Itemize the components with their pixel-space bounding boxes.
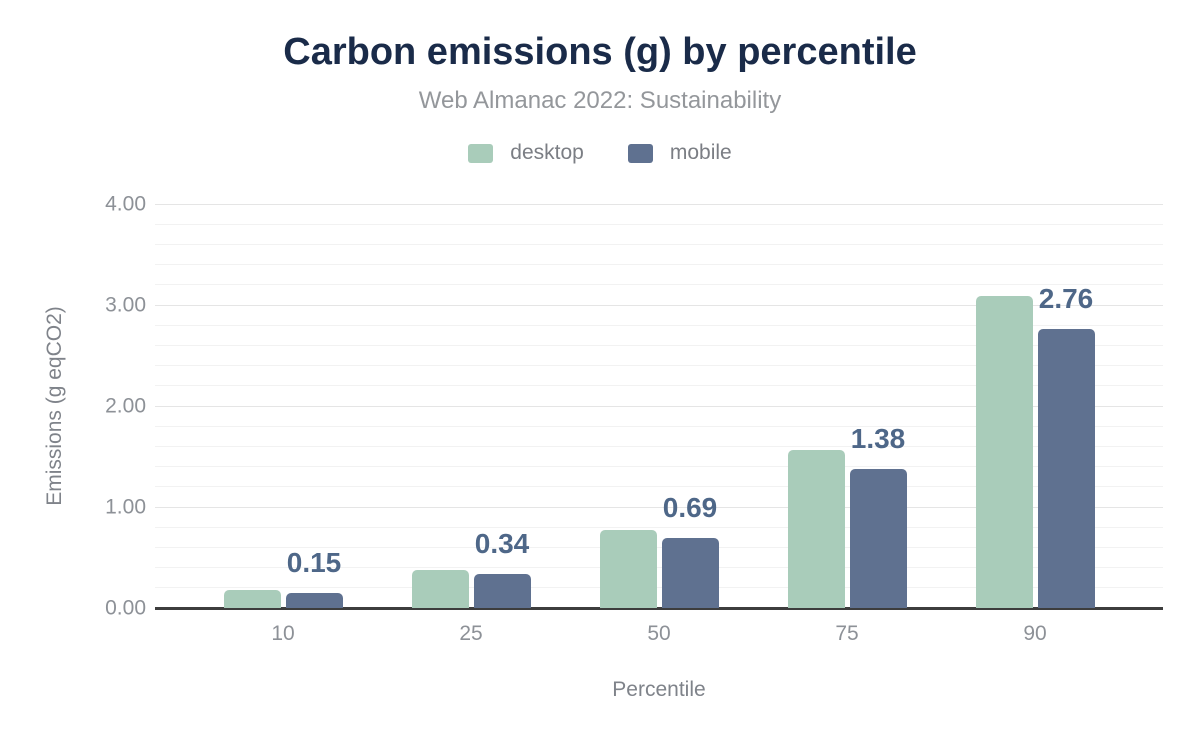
x-tick-label-p10: 10 (271, 622, 295, 645)
x-axis-title: Percentile (612, 678, 706, 701)
minor-gridline (155, 466, 1163, 468)
y-tick-label: 1.00 (105, 495, 146, 519)
minor-gridline (155, 284, 1163, 286)
minor-gridline (155, 365, 1163, 367)
minor-gridline (155, 324, 1163, 326)
legend-item-desktop: desktop (468, 141, 584, 165)
bar-mobile-p10[interactable] (285, 593, 343, 608)
minor-gridline (155, 587, 1163, 589)
minor-gridline (155, 546, 1163, 548)
minor-gridline (155, 526, 1163, 528)
minor-gridline (155, 567, 1163, 569)
plot-area: 0.15 0.34 0.69 1.38 2.76 (155, 203, 1163, 610)
chart-title: Carbon emissions (g) by percentile (283, 31, 917, 73)
legend: desktop mobile (0, 141, 1200, 165)
bar-desktop-p75[interactable] (787, 450, 845, 608)
bar-mobile-p50[interactable] (661, 538, 719, 608)
y-tick-label: 2.00 (105, 394, 146, 418)
y-tick-label: 4.00 (105, 192, 146, 216)
bar-mobile-p75[interactable] (849, 469, 907, 608)
bar-value-label: 0.15 (286, 547, 342, 578)
major-gridline (155, 304, 1163, 306)
x-tick-label-p25: 25 (459, 622, 483, 645)
y-tick-label: 3.00 (105, 293, 146, 317)
major-gridline (155, 203, 1163, 205)
minor-gridline (155, 344, 1163, 346)
minor-gridline (155, 486, 1163, 488)
bar-desktop-p50[interactable] (599, 530, 657, 608)
minor-gridline (155, 243, 1163, 245)
legend-swatch-desktop-icon (468, 143, 494, 163)
bar-value-label: 1.38 (850, 423, 906, 454)
major-gridline (155, 506, 1163, 508)
bar-mobile-p25[interactable] (473, 574, 531, 608)
legend-swatch-mobile-icon (627, 143, 653, 163)
y-tick-label: 0.00 (105, 596, 146, 620)
bar-value-label: 0.69 (662, 492, 718, 523)
legend-item-mobile: mobile (627, 141, 732, 165)
minor-gridline (155, 385, 1163, 387)
x-axis-baseline (155, 607, 1163, 610)
minor-gridline (155, 425, 1163, 427)
major-gridline (155, 405, 1163, 407)
bar-desktop-p10[interactable] (223, 590, 281, 608)
x-tick-label-p50: 50 (647, 622, 671, 645)
x-tick-label-p90: 90 (1023, 622, 1047, 645)
minor-gridline (155, 264, 1163, 266)
minor-gridline (155, 445, 1163, 447)
bar-value-label: 2.76 (1038, 283, 1094, 314)
bar-desktop-p90[interactable] (975, 296, 1033, 608)
x-tick-label-p75: 75 (835, 622, 859, 645)
chart-subtitle: Web Almanac 2022: Sustainability (418, 87, 782, 114)
legend-label-desktop: desktop (510, 141, 584, 164)
legend-label-mobile: mobile (669, 141, 732, 164)
bar-desktop-p25[interactable] (411, 570, 469, 608)
bar-value-label: 0.34 (474, 528, 530, 559)
y-axis-tick-labels: 0.00 1.00 2.00 3.00 4.00 (0, 194, 146, 619)
minor-gridline (155, 223, 1163, 225)
bar-mobile-p90[interactable] (1037, 329, 1095, 608)
